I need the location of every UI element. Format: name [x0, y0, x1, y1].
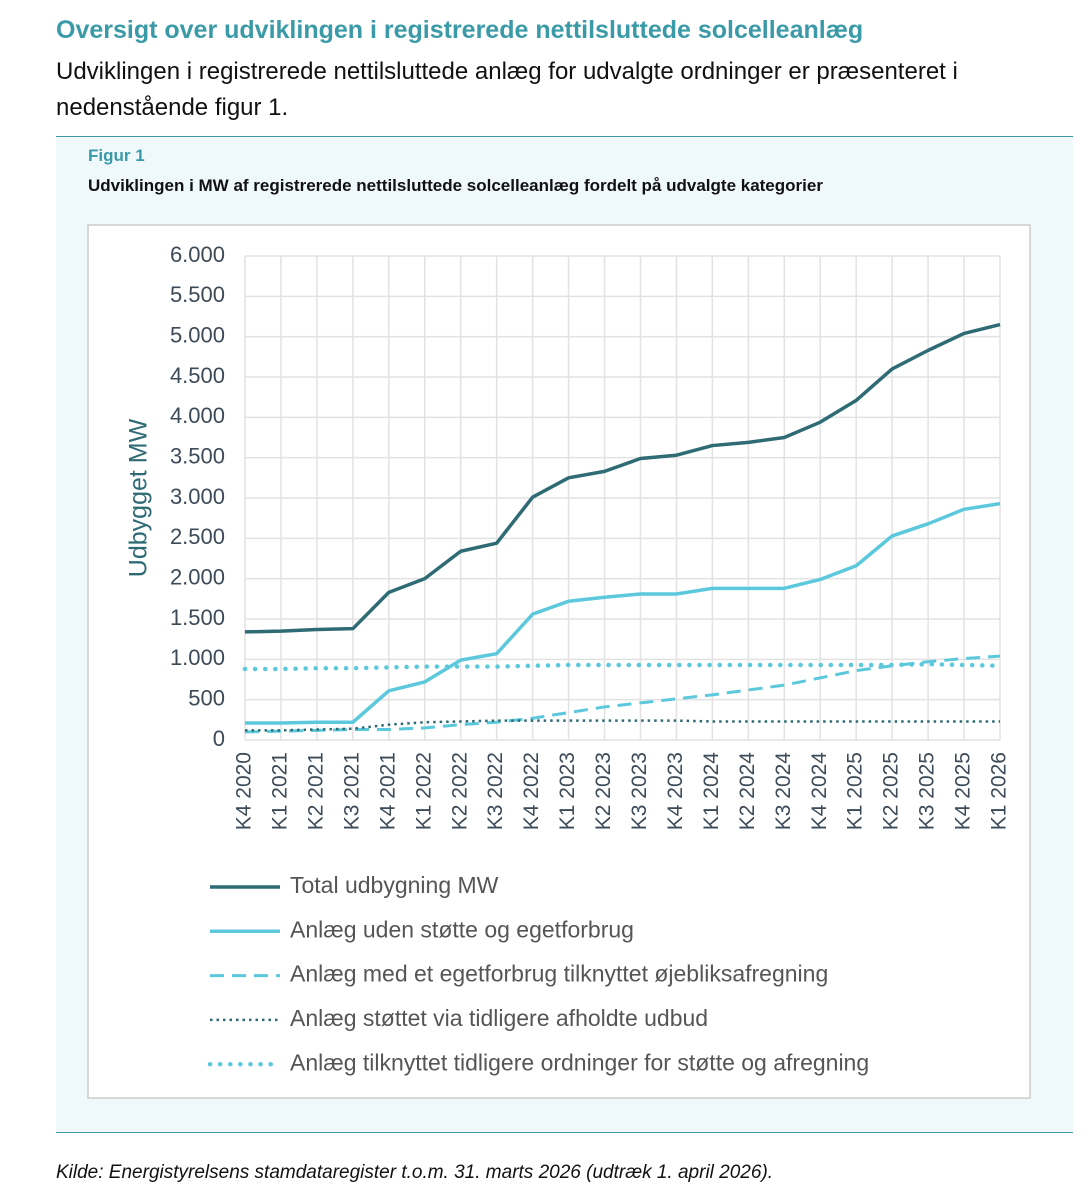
y-tick-label: 0 [213, 726, 225, 751]
y-tick-label: 1.000 [170, 645, 225, 670]
x-tick-label: K1 2023 [556, 752, 579, 830]
x-tick-label: K2 2025 [880, 752, 903, 830]
x-tick-label: K2 2024 [736, 752, 759, 831]
y-tick-label: 3.500 [170, 443, 225, 468]
y-tick-label: 2.000 [170, 564, 225, 589]
x-tick-label: K2 2021 [304, 752, 327, 830]
series-line [245, 719, 1000, 732]
y-tick-label: 4.500 [170, 363, 225, 388]
legend-label: Anlæg med et egetforbrug tilknyttet øjeb… [290, 961, 828, 987]
intro: Udviklingen i registrerede nettilslutted… [56, 58, 958, 121]
x-tick-label: K3 2025 [916, 752, 939, 830]
x-tick-label: K4 2023 [664, 752, 687, 830]
x-tick-label: K4 2022 [520, 752, 543, 830]
y-tick-label: 6.000 [170, 242, 225, 267]
series-line [245, 501, 1001, 725]
x-tick-label: K4 2021 [376, 752, 399, 830]
y-axis-label: Udbygget MW [125, 418, 153, 577]
chart-title: Udviklingen i MW af registrerede nettils… [88, 176, 823, 195]
x-tick-label: K1 2021 [268, 752, 291, 830]
y-tick-label: 1.500 [170, 605, 225, 630]
x-tick-label: K1 2026 [988, 752, 1011, 830]
x-tick-label: K4 2020 [233, 752, 256, 830]
x-tick-label: K1 2024 [700, 752, 723, 831]
x-tick-label: K3 2024 [772, 752, 795, 831]
x-tick-label: K1 2022 [412, 752, 435, 830]
source: Kilde: Energistyrelsens stamdataregister… [56, 1162, 774, 1183]
y-tick-label: 4.000 [170, 403, 225, 428]
y-tick-label: 2.500 [170, 524, 225, 549]
x-tick-label: K4 2024 [808, 752, 831, 831]
x-tick-label: K2 2022 [448, 752, 471, 830]
y-tick-label: 5.500 [170, 282, 225, 307]
x-tick-label: K3 2022 [484, 752, 507, 830]
y-tick-label: 500 [188, 685, 225, 710]
legend-label: Anlæg tilknyttet tidligere ordninger for… [290, 1049, 869, 1075]
x-tick-label: K3 2023 [628, 752, 651, 830]
y-tick-label: 3.000 [170, 484, 225, 509]
y-tick-label: 5.000 [170, 322, 225, 347]
x-tick-label: K3 2021 [340, 752, 363, 830]
legend-label: Total udbygning MW [290, 872, 499, 898]
legend-label: Anlæg uden støtte og egetforbrug [290, 916, 634, 942]
legend-label: Anlæg støttet via tidligere afholdte udb… [290, 1005, 708, 1031]
x-tick-label: K2 2023 [592, 752, 615, 830]
x-tick-label: K1 2025 [844, 752, 867, 830]
heading: Oversigt over udviklingen i registrerede… [56, 16, 864, 44]
x-tick-label: K4 2025 [952, 752, 975, 830]
figure-label: Figur 1 [88, 146, 145, 165]
series-line [244, 322, 1001, 634]
series-line [244, 654, 1001, 734]
